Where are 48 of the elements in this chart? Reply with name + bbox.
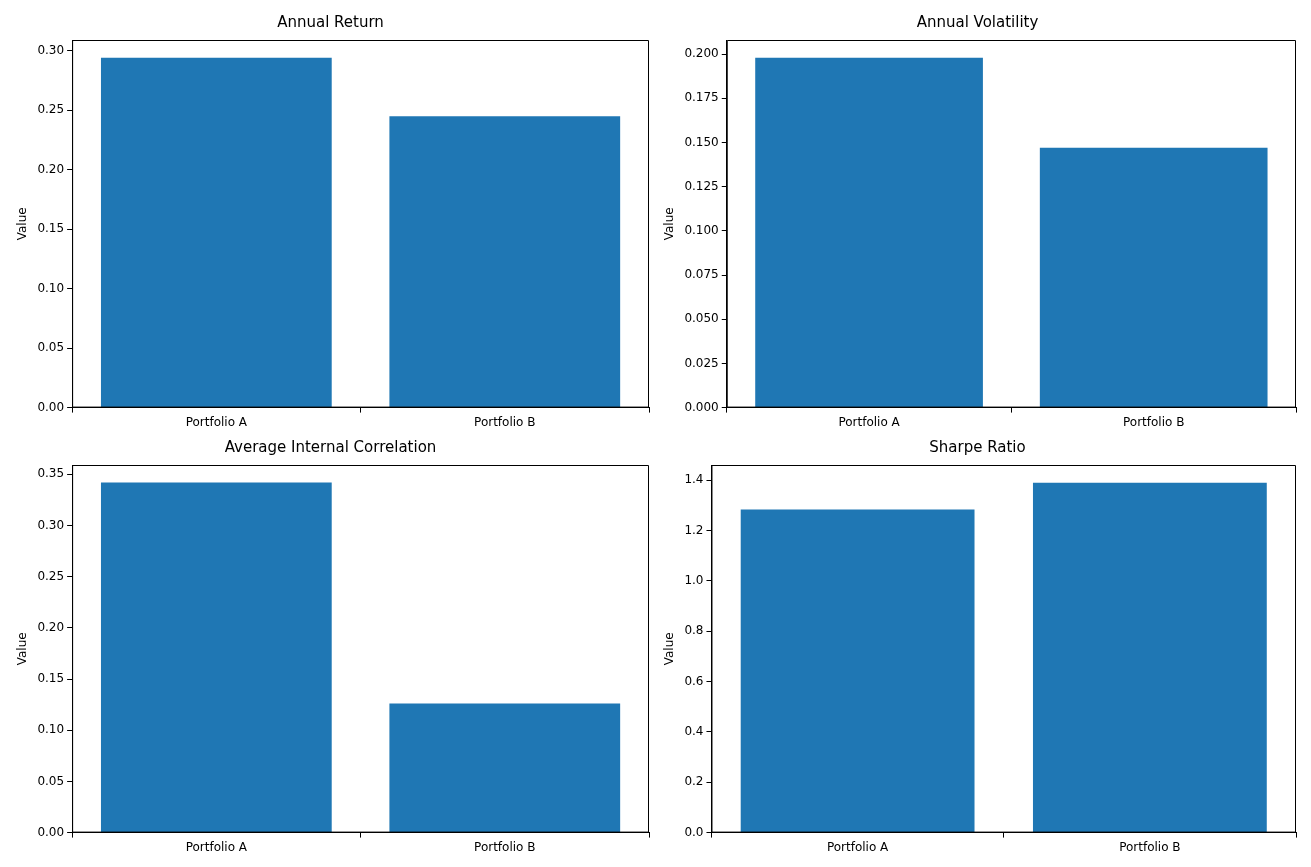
y-tick-label: 0.075 bbox=[684, 267, 719, 282]
y-tick-label: 0.15 bbox=[37, 221, 65, 236]
chart-title: Annual Volatility bbox=[916, 12, 1039, 31]
y-axis-title: Value bbox=[15, 632, 30, 666]
y-tick-label: 0.15 bbox=[37, 671, 65, 686]
y-tick-label: 0.30 bbox=[37, 42, 65, 57]
y-tick-label: 0.000 bbox=[684, 399, 719, 414]
chart-title: Sharpe Ratio bbox=[929, 437, 1026, 456]
y-axis-title: Value bbox=[662, 632, 677, 666]
y-tick-label: 1.0 bbox=[684, 572, 704, 587]
x-tick-label: Portfolio B bbox=[1122, 414, 1185, 429]
y-tick-label: 0.125 bbox=[684, 178, 719, 193]
y-tick-label: 1.2 bbox=[684, 522, 704, 537]
x-tick-label: Portfolio B bbox=[1119, 839, 1181, 854]
y-tick-label: 0.6 bbox=[684, 673, 704, 688]
y-tick-label: 0.10 bbox=[37, 722, 65, 737]
y-tick-label: 0.00 bbox=[37, 824, 65, 839]
chart-title: Average Internal Correlation bbox=[224, 437, 437, 456]
y-tick-label: 0.20 bbox=[37, 619, 65, 634]
x-tick-label: Portfolio A bbox=[826, 839, 890, 854]
y-tick-label: 0.0 bbox=[684, 824, 704, 839]
y-axis-title: Value bbox=[15, 207, 30, 241]
y-tick-label: 0.00 bbox=[37, 399, 65, 414]
y-tick-label: 1.4 bbox=[684, 472, 704, 487]
x-tick-label: Portfolio B bbox=[474, 414, 536, 429]
y-tick-label: 0.30 bbox=[37, 517, 65, 532]
chart-title: Annual Return bbox=[277, 12, 384, 31]
y-tick-label: 0.150 bbox=[684, 134, 719, 149]
y-tick-label: 0.4 bbox=[684, 724, 704, 739]
y-axis-title: Value bbox=[662, 207, 677, 241]
y-tick-label: 0.2 bbox=[684, 774, 704, 789]
y-tick-label: 0.8 bbox=[684, 623, 704, 638]
y-tick-label: 0.200 bbox=[684, 46, 719, 61]
y-tick-label: 0.05 bbox=[37, 773, 65, 788]
y-tick-label: 0.05 bbox=[37, 340, 65, 355]
x-tick-label: Portfolio A bbox=[838, 414, 901, 429]
y-tick-label: 0.25 bbox=[37, 568, 65, 583]
y-tick-label: 0.100 bbox=[684, 222, 719, 237]
y-tick-label: 0.35 bbox=[37, 466, 65, 481]
x-tick-label: Portfolio A bbox=[185, 839, 248, 854]
y-tick-label: 0.25 bbox=[37, 102, 65, 117]
y-tick-label: 0.025 bbox=[684, 355, 719, 370]
y-tick-label: 0.20 bbox=[37, 161, 65, 176]
x-tick-label: Portfolio B bbox=[474, 839, 536, 854]
y-tick-label: 0.10 bbox=[37, 280, 65, 295]
y-tick-label: 0.175 bbox=[684, 90, 719, 105]
y-tick-label: 0.050 bbox=[684, 311, 719, 326]
x-tick-label: Portfolio A bbox=[185, 414, 248, 429]
